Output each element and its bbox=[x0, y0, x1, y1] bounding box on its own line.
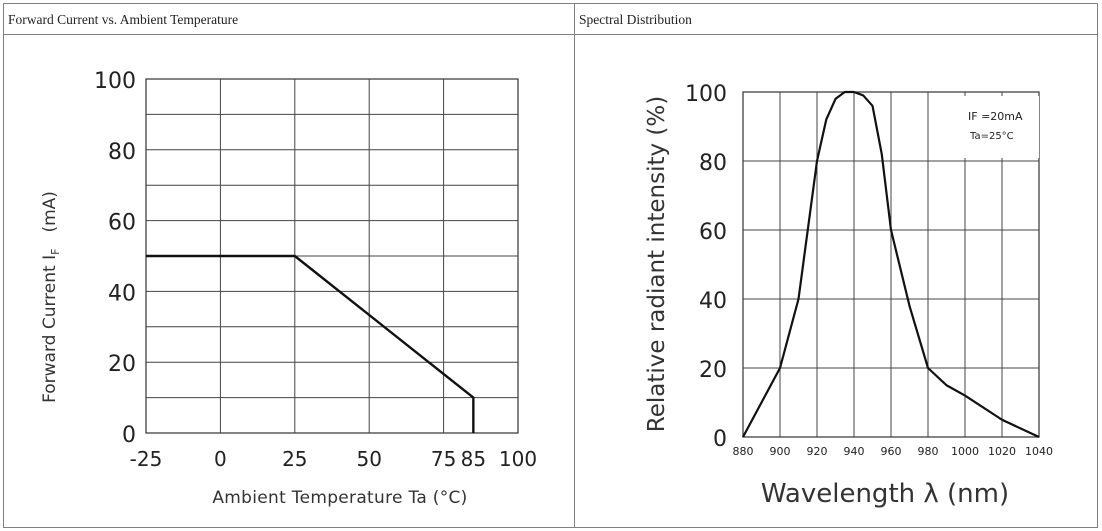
right-y-tick-label: 60 bbox=[699, 220, 727, 245]
left-y-tick-label: 0 bbox=[122, 423, 136, 448]
svg-text:Forward Current IF(mA): Forward Current IF (mA) bbox=[40, 191, 62, 403]
left-x-tick-label: 50 bbox=[356, 447, 381, 471]
right-x-ticks: 880 900 920 940 960 980 1000 1020 1040 bbox=[733, 445, 1054, 458]
figure-table: Forward Current vs. Ambient Temperature … bbox=[3, 3, 1098, 528]
left-x-tick-label: 100 bbox=[499, 447, 537, 471]
left-y-axis-label: Forward Current IF (mA) bbox=[40, 191, 62, 403]
left-y-label-unit: (mA) bbox=[40, 191, 60, 232]
left-y-tick-label: 40 bbox=[108, 281, 136, 306]
left-y-ticks: 0 20 40 60 80 100 bbox=[94, 69, 136, 448]
right-y-tick-label: 100 bbox=[685, 82, 727, 107]
right-y-tick-label: 20 bbox=[699, 358, 727, 383]
column-divider bbox=[574, 4, 575, 527]
annotation-ta: Ta=25°C bbox=[969, 131, 1014, 142]
left-x-tick-label: -25 bbox=[130, 447, 163, 471]
right-x-tick-label: 940 bbox=[844, 445, 865, 458]
left-x-axis-label: Ambient Temperature Ta (°C) bbox=[212, 488, 467, 508]
left-x-tick-label: 25 bbox=[282, 447, 307, 471]
right-y-tick-label: 40 bbox=[699, 289, 727, 314]
right-series bbox=[742, 90, 1040, 438]
left-derating-line bbox=[146, 254, 475, 433]
right-y-axis-label: Relative radiant intensity (%) bbox=[644, 96, 670, 432]
left-y-label-main: Forward Current I bbox=[40, 255, 60, 403]
left-y-tick-label: 80 bbox=[108, 140, 136, 165]
right-x-tick-label: 900 bbox=[770, 445, 791, 458]
header-row: Forward Current vs. Ambient Temperature … bbox=[4, 4, 1097, 35]
right-x-tick-label: 1040 bbox=[1025, 445, 1053, 458]
right-x-tick-label: 960 bbox=[881, 445, 902, 458]
left-y-tick-label: 100 bbox=[94, 69, 136, 94]
left-x-ticks: -25 0 25 50 75 85 100 bbox=[130, 447, 537, 471]
right-x-tick-label: 880 bbox=[733, 445, 754, 458]
annotation-if: IF =20mA bbox=[968, 110, 1023, 123]
right-annotation: IF =20mA Ta=25°C bbox=[964, 96, 1039, 158]
left-x-tick-label: 0 bbox=[214, 447, 227, 471]
right-y-tick-label: 0 bbox=[713, 427, 727, 452]
left-y-label-sub: F bbox=[49, 249, 62, 255]
right-x-tick-label: 920 bbox=[807, 445, 828, 458]
left-series bbox=[146, 254, 475, 433]
left-chart-title: Forward Current vs. Ambient Temperature bbox=[8, 12, 239, 27]
right-x-tick-label: 1000 bbox=[951, 445, 979, 458]
right-x-axis-label: Wavelength λ (nm) bbox=[761, 479, 1009, 509]
left-y-tick-label: 60 bbox=[108, 211, 136, 236]
right-x-tick-label: 980 bbox=[918, 445, 939, 458]
right-x-tick-label: 1020 bbox=[988, 445, 1016, 458]
right-grid bbox=[742, 91, 1040, 438]
right-y-tick-label: 80 bbox=[699, 151, 727, 176]
right-chart-title: Spectral Distribution bbox=[579, 12, 692, 27]
right-y-ticks: 0 20 40 60 80 100 bbox=[685, 82, 727, 452]
right-spectral-curve bbox=[742, 90, 1040, 438]
left-x-tick-label: 85 bbox=[461, 447, 486, 471]
left-y-tick-label: 20 bbox=[108, 352, 136, 377]
left-x-tick-label: 75 bbox=[431, 447, 456, 471]
